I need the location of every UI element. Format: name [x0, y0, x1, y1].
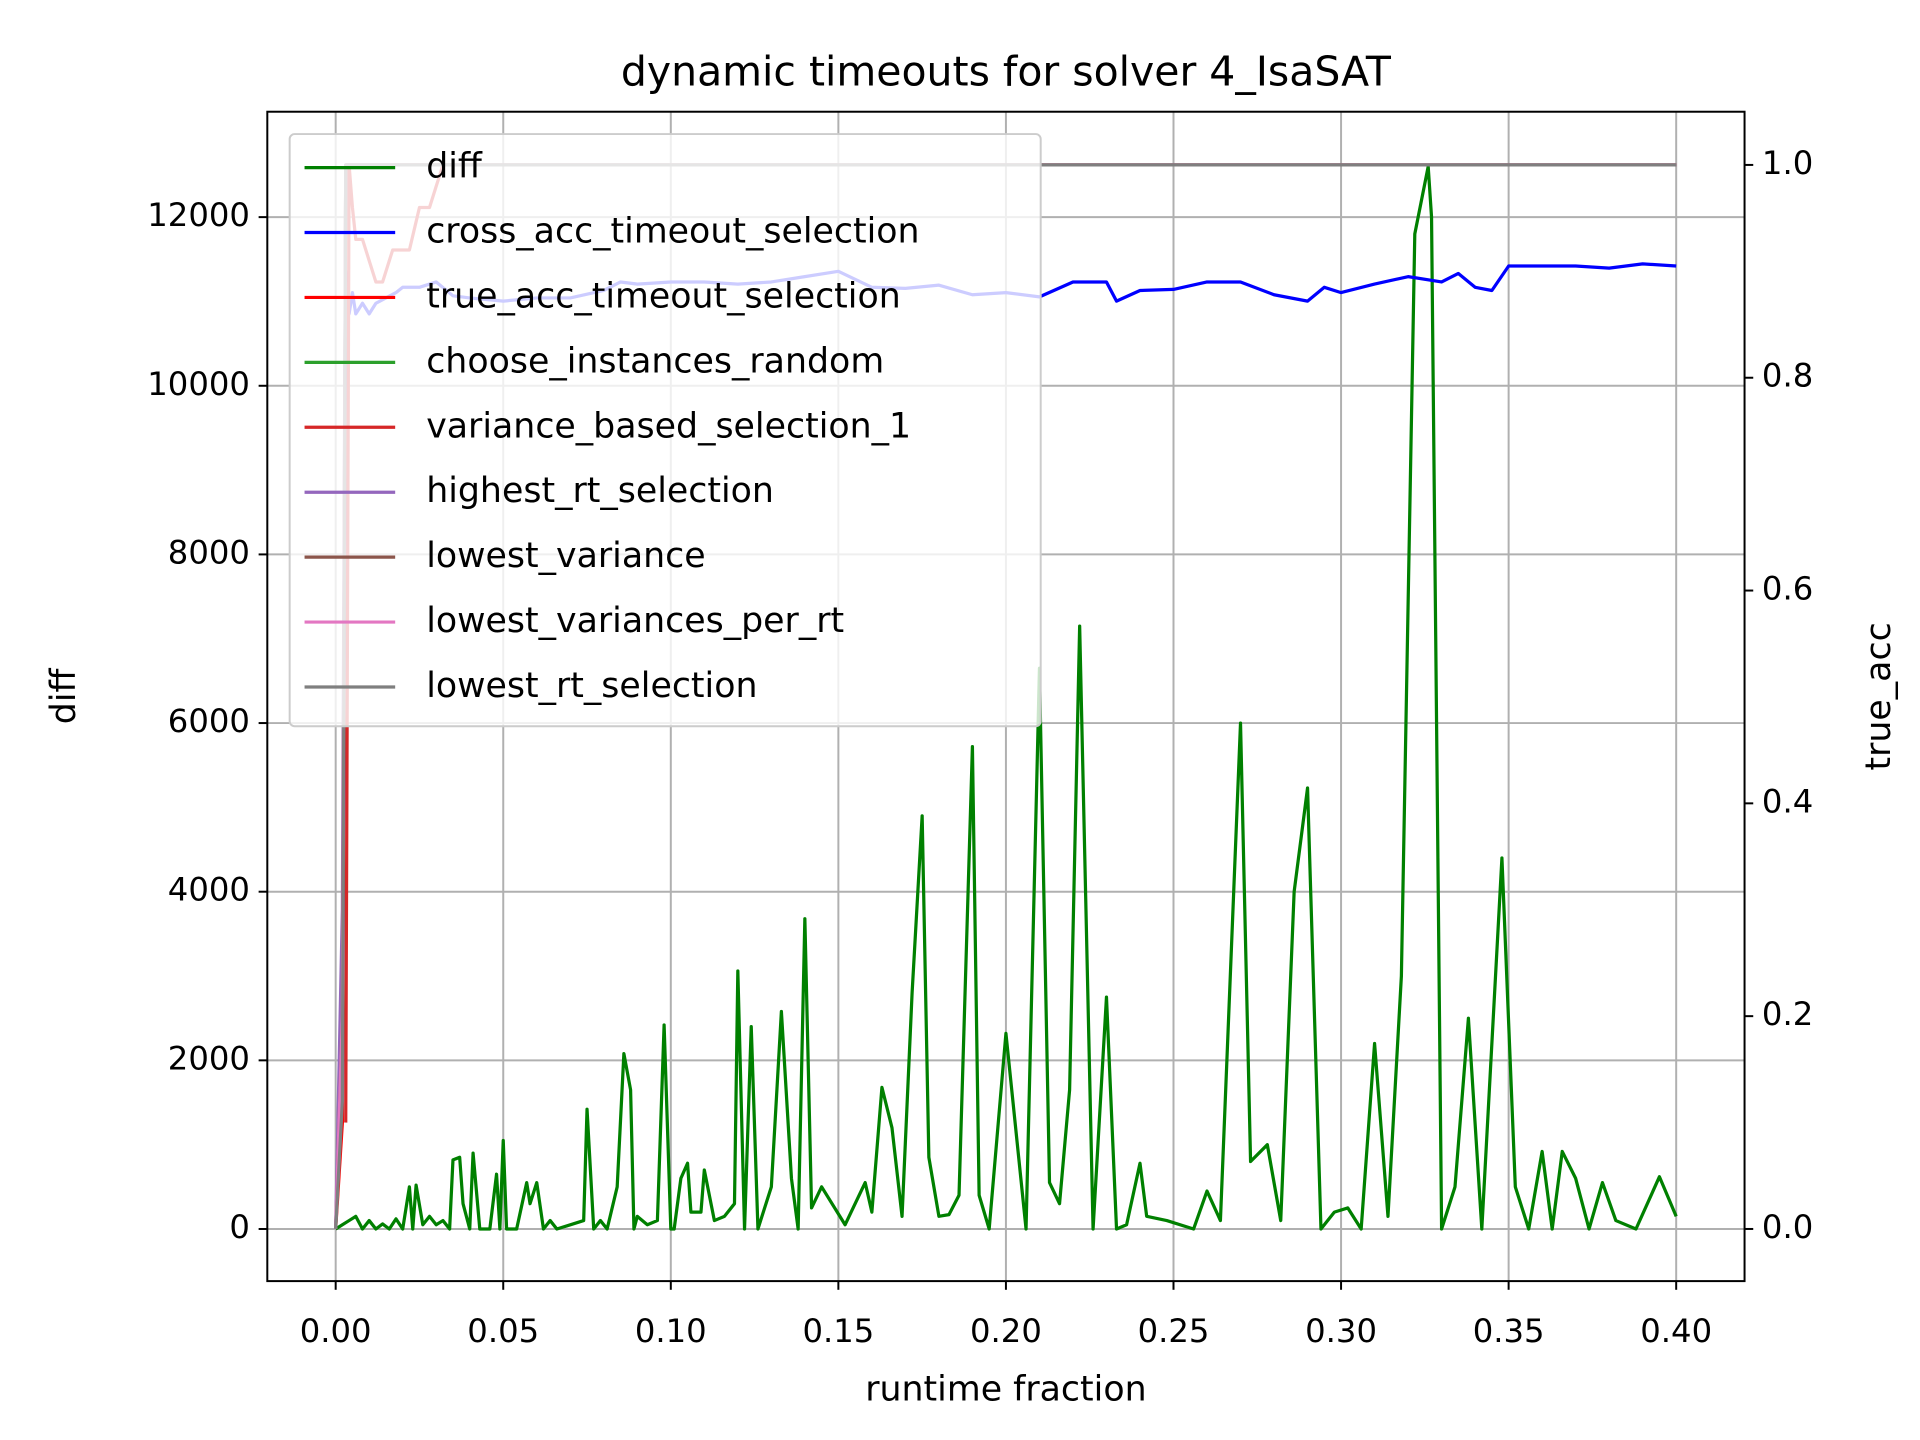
- y2-axis-label: true_acc: [1859, 622, 1899, 770]
- x-tick-label: 0.25: [1138, 1312, 1210, 1350]
- x-tick-label: 0.35: [1473, 1312, 1545, 1350]
- y-tick-label: 6000: [168, 702, 250, 740]
- legend-frame: [288, 133, 1042, 728]
- y-tick-label: 12000: [147, 196, 250, 234]
- plot-frame: [266, 110, 1746, 1283]
- y-tick-label: 0: [229, 1208, 250, 1246]
- legend-label: highest_rt_selection: [426, 471, 774, 511]
- x-axis-label: runtime fraction: [865, 1369, 1146, 1409]
- legend-label: lowest_variances_per_rt: [426, 601, 844, 641]
- y2-tick-label: 0.6: [1762, 570, 1813, 608]
- y2-tick-label: 0.2: [1762, 995, 1813, 1033]
- x-tick-label: 0.10: [635, 1312, 707, 1350]
- legend-label: lowest_rt_selection: [426, 666, 757, 706]
- y-tick-label: 2000: [168, 1039, 250, 1077]
- x-tick-label: 0.00: [300, 1312, 372, 1350]
- y2-tick-label: 1.0: [1762, 144, 1813, 182]
- x-tick-label: 0.30: [1305, 1312, 1377, 1350]
- x-tick-label: 0.20: [970, 1312, 1042, 1350]
- x-tick-label: 0.05: [467, 1312, 539, 1350]
- legend-label: true_acc_timeout_selection: [426, 276, 901, 316]
- y-tick-label: 10000: [147, 365, 250, 403]
- legend-label: diff: [426, 147, 483, 187]
- y-tick-label: 8000: [168, 533, 250, 571]
- legend-label: lowest_variance: [426, 536, 705, 576]
- data-line: [334, 164, 1678, 1231]
- y-tick-label: 4000: [168, 871, 250, 909]
- x-tick-label: 0.40: [1640, 1312, 1712, 1350]
- y-axis-label: diff: [44, 668, 84, 725]
- chart-title: dynamic timeouts for solver 4_IsaSAT: [621, 47, 1392, 95]
- legend-label: choose_instances_random: [426, 341, 884, 381]
- y2-tick-label: 0.0: [1762, 1208, 1813, 1246]
- legend-label: cross_acc_timeout_selection: [426, 212, 919, 252]
- x-tick-label: 0.15: [802, 1312, 874, 1350]
- y2-tick-label: 0.8: [1762, 357, 1813, 395]
- y2-tick-label: 0.4: [1762, 782, 1813, 820]
- legend-label: variance_based_selection_1: [426, 406, 911, 446]
- legend: diff cross_acc_timeout_selection true_acc_…: [288, 133, 1042, 728]
